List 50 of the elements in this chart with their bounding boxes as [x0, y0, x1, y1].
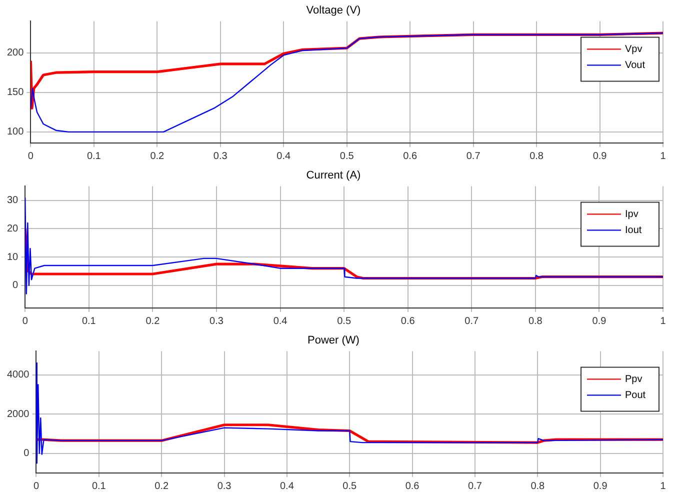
chart-title: Power (W) [308, 334, 360, 347]
x-tick-label: 0.9 [592, 150, 608, 162]
x-tick-label: 0.5 [342, 480, 358, 492]
x-tick-label: 0.7 [466, 150, 481, 162]
legend-label: Ppv [625, 374, 642, 385]
y-tick-label: 4000 [6, 370, 30, 381]
x-tick-label: 0.4 [276, 150, 291, 162]
x-tick-label: 0.5 [340, 150, 354, 162]
x-tick-label: 0.4 [280, 480, 294, 492]
x-tick-label: 0.7 [464, 316, 480, 327]
y-tick-label: 0 [24, 448, 30, 460]
x-tick-label: 0.9 [593, 480, 608, 492]
y-tick-label: 20 [7, 223, 19, 234]
x-tick-label: 0.6 [400, 316, 416, 327]
x-tick-label: 0.8 [530, 480, 546, 492]
x-tick-label: 0.2 [146, 316, 160, 327]
x-tick-label: 0.7 [468, 480, 482, 492]
y-tick-label: 150 [6, 87, 24, 98]
x-tick-label: 0.8 [530, 150, 544, 162]
y-tick-label: 100 [6, 126, 24, 138]
x-tick-label: 0.3 [210, 316, 224, 327]
x-tick-label: 0.5 [337, 316, 352, 327]
chart-title: Current (A) [306, 170, 361, 182]
x-tick-label: 0.9 [592, 316, 607, 327]
x-tick-label: 0.6 [403, 150, 418, 162]
x-tick-label: 0.1 [92, 480, 106, 492]
x-tick-label: 0.1 [86, 150, 102, 162]
x-tick-label: 1 [660, 480, 666, 492]
x-tick-label: 0.6 [405, 480, 420, 492]
x-tick-label: 0.8 [528, 316, 543, 327]
legend-label: Vpv [625, 44, 642, 55]
legend-label: Ipv [625, 208, 638, 220]
x-tick-label: 1 [660, 316, 666, 327]
y-tick-label: 10 [7, 252, 19, 263]
x-tick-label: 0.3 [213, 150, 228, 162]
legend-label: Pout [625, 390, 646, 401]
x-tick-label: 0.2 [154, 480, 169, 492]
y-tick-label: 0 [12, 280, 19, 292]
y-tick-label: 2000 [6, 408, 30, 420]
legend-label: Iout [625, 224, 642, 236]
y-tick-label: 200 [6, 48, 24, 59]
x-tick-label: 0.3 [217, 480, 232, 492]
y-tick-label: 30 [7, 195, 19, 206]
x-tick-label: 0.4 [273, 316, 288, 327]
x-tick-label: 0.1 [82, 316, 96, 327]
chart-title: Voltage (V) [306, 4, 361, 17]
x-tick-label: 1 [660, 150, 666, 162]
legend-label: Vout [625, 60, 646, 71]
x-tick-label: 0 [33, 480, 40, 492]
x-tick-label: 0.2 [150, 150, 165, 162]
